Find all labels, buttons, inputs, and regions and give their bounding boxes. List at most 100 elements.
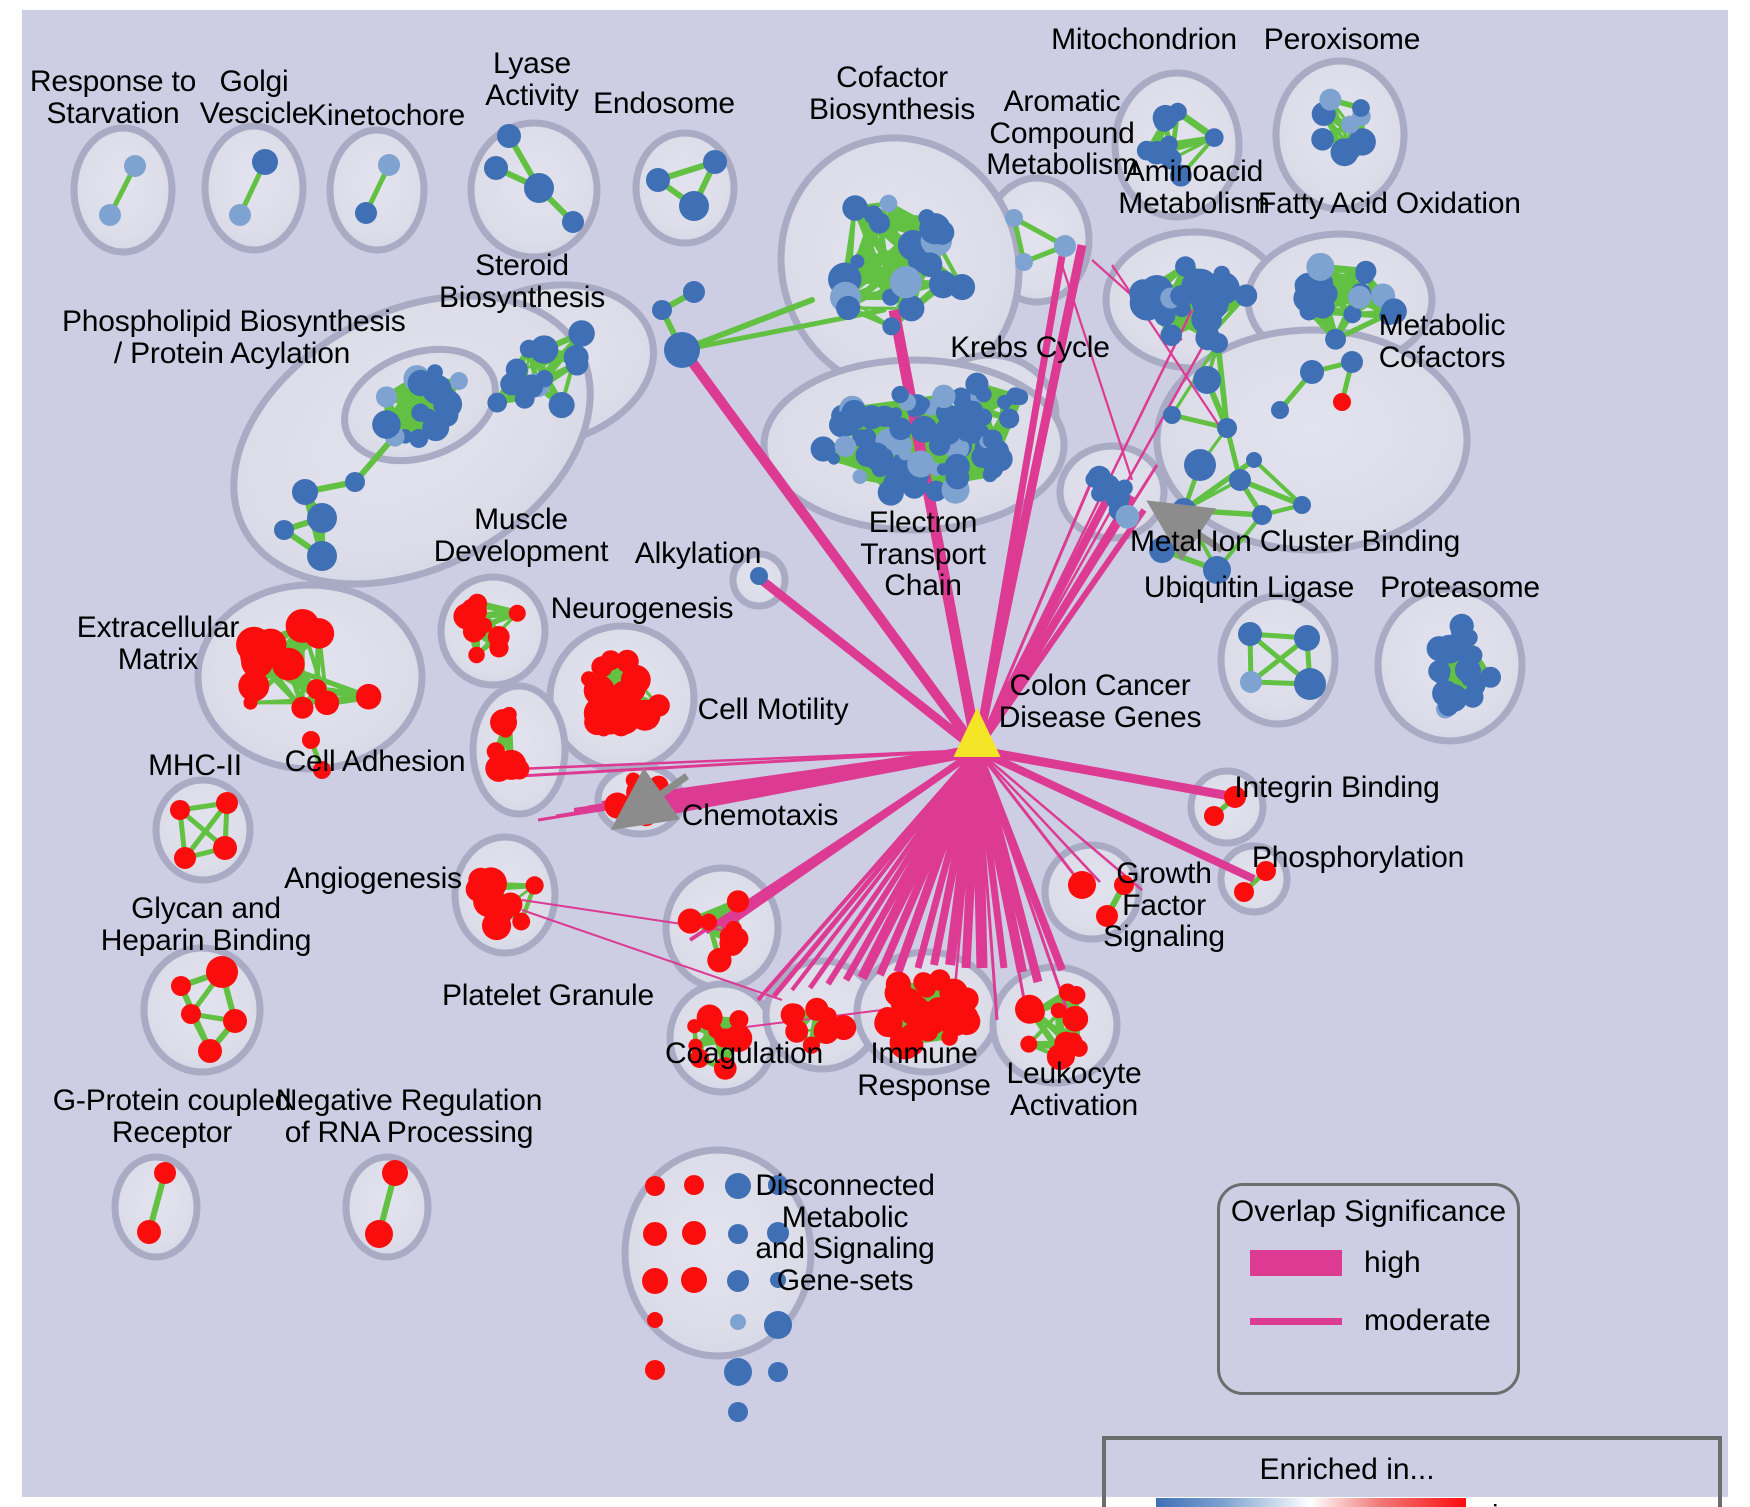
gene-set-node[interactable] xyxy=(647,694,670,717)
gene-set-node[interactable] xyxy=(818,1007,837,1026)
gene-set-node[interactable] xyxy=(916,480,930,493)
gene-set-node[interactable] xyxy=(497,124,521,148)
gene-set-node[interactable] xyxy=(1204,128,1224,147)
gene-set-node[interactable] xyxy=(917,252,943,278)
gene-set-node[interactable] xyxy=(313,761,331,779)
gene-set-node[interactable] xyxy=(879,194,898,213)
gene-set-node[interactable] xyxy=(689,1048,709,1068)
gene-set-node[interactable] xyxy=(610,714,632,737)
gene-set-node[interactable] xyxy=(433,389,463,419)
gene-set-node[interactable] xyxy=(485,754,513,782)
gene-set-node[interactable] xyxy=(170,800,190,820)
gene-set-node[interactable] xyxy=(707,948,732,973)
gene-set-node[interactable] xyxy=(1252,505,1272,525)
gene-set-node[interactable] xyxy=(407,369,434,397)
gene-set-node[interactable] xyxy=(99,204,121,226)
gene-set-node[interactable] xyxy=(519,339,539,359)
gene-set-node[interactable] xyxy=(1068,871,1096,899)
gene-set-node[interactable] xyxy=(1129,279,1158,308)
gene-set-node[interactable] xyxy=(595,720,612,737)
gene-set-node[interactable] xyxy=(1449,613,1474,639)
gene-set-node[interactable] xyxy=(1256,861,1276,881)
gene-set-node[interactable] xyxy=(449,372,468,390)
gene-set-node[interactable] xyxy=(302,731,320,749)
gene-set-node[interactable] xyxy=(1299,301,1319,321)
gene-set-node[interactable] xyxy=(974,408,993,426)
gene-set-node[interactable] xyxy=(229,204,251,226)
gene-set-node[interactable] xyxy=(238,670,270,702)
gene-set-node[interactable] xyxy=(880,1021,896,1037)
gene-set-node[interactable] xyxy=(568,320,595,347)
gene-set-node[interactable] xyxy=(802,1036,820,1054)
gene-set-node[interactable] xyxy=(683,281,705,303)
gene-set-node[interactable] xyxy=(682,1221,706,1245)
gene-set-node[interactable] xyxy=(643,1222,667,1246)
gene-set-node[interactable] xyxy=(291,696,314,719)
gene-set-node[interactable] xyxy=(181,1004,201,1024)
gene-set-node[interactable] xyxy=(1294,668,1326,700)
gene-set-node[interactable] xyxy=(372,410,401,439)
gene-set-node[interactable] xyxy=(1352,99,1370,117)
gene-set-node[interactable] xyxy=(171,976,191,996)
gene-set-node[interactable] xyxy=(928,434,951,456)
gene-set-node[interactable] xyxy=(382,1160,408,1186)
gene-set-node[interactable] xyxy=(1217,418,1237,438)
gene-set-node[interactable] xyxy=(198,1039,222,1063)
gene-set-node[interactable] xyxy=(1015,994,1045,1024)
gene-set-node[interactable] xyxy=(1160,135,1178,154)
gene-set-node[interactable] xyxy=(375,386,398,408)
gene-set-node[interactable] xyxy=(1240,671,1262,693)
gene-set-node[interactable] xyxy=(1114,875,1134,895)
gene-set-node[interactable] xyxy=(1136,140,1157,161)
gene-set-node[interactable] xyxy=(1203,556,1231,584)
gene-set-node[interactable] xyxy=(1379,306,1398,326)
gene-set-node[interactable] xyxy=(917,979,936,998)
gene-set-node[interactable] xyxy=(1325,328,1346,350)
gene-set-node[interactable] xyxy=(1294,625,1320,651)
gene-set-node[interactable] xyxy=(498,722,514,738)
gene-set-node[interactable] xyxy=(484,156,508,180)
gene-set-node[interactable] xyxy=(681,1267,707,1293)
gene-set-node[interactable] xyxy=(642,1268,668,1294)
gene-set-node[interactable] xyxy=(703,150,727,174)
gene-set-node[interactable] xyxy=(767,1222,789,1244)
gene-set-node[interactable] xyxy=(1431,664,1450,684)
gene-set-node[interactable] xyxy=(646,168,670,192)
gene-set-node[interactable] xyxy=(474,867,507,900)
gene-set-node[interactable] xyxy=(700,913,718,931)
gene-set-node[interactable] xyxy=(481,911,512,941)
gene-set-node[interactable] xyxy=(891,385,909,404)
gene-set-node[interactable] xyxy=(1005,209,1023,227)
gene-set-node[interactable] xyxy=(615,649,639,673)
gene-set-node[interactable] xyxy=(938,412,953,426)
gene-set-node[interactable] xyxy=(223,1009,247,1033)
gene-set-node[interactable] xyxy=(1311,127,1334,151)
gene-set-node[interactable] xyxy=(508,604,526,622)
gene-set-node[interactable] xyxy=(1160,324,1183,346)
gene-set-node[interactable] xyxy=(1330,138,1359,167)
gene-set-node[interactable] xyxy=(1293,496,1311,514)
gene-set-node[interactable] xyxy=(1341,115,1360,134)
gene-set-node[interactable] xyxy=(254,628,287,661)
gene-set-node[interactable] xyxy=(1206,271,1240,305)
gene-set-node[interactable] xyxy=(882,317,901,336)
gene-set-node[interactable] xyxy=(724,1358,752,1386)
gene-set-node[interactable] xyxy=(696,1004,723,1031)
gene-set-node[interactable] xyxy=(784,1003,806,1025)
gene-set-node[interactable] xyxy=(1435,634,1464,664)
gene-set-node[interactable] xyxy=(907,450,935,478)
gene-set-node[interactable] xyxy=(583,696,617,730)
gene-set-node[interactable] xyxy=(862,442,890,470)
gene-set-node[interactable] xyxy=(306,679,327,700)
gene-set-node[interactable] xyxy=(852,469,868,485)
gene-set-node[interactable] xyxy=(307,503,337,533)
gene-set-node[interactable] xyxy=(476,617,493,634)
gene-set-node[interactable] xyxy=(889,265,923,299)
gene-set-node[interactable] xyxy=(949,274,976,301)
gene-set-node[interactable] xyxy=(925,997,951,1022)
gene-set-node[interactable] xyxy=(409,428,429,448)
gene-set-node[interactable] xyxy=(842,195,868,221)
gene-set-node[interactable] xyxy=(1208,333,1228,353)
gene-set-node[interactable] xyxy=(863,205,883,225)
gene-set-node[interactable] xyxy=(252,149,278,175)
